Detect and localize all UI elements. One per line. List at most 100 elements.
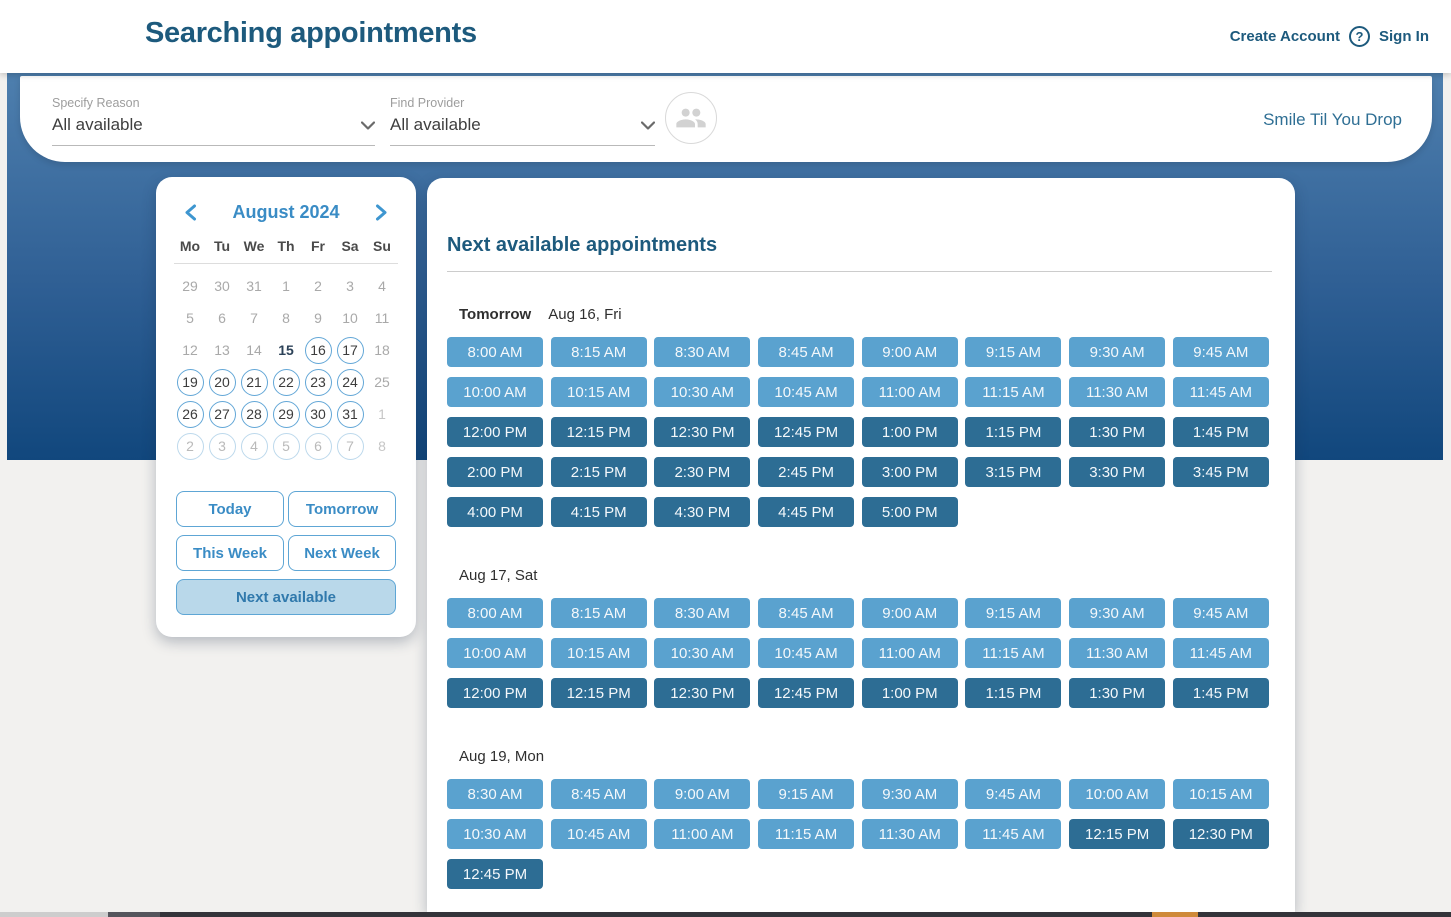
calendar-day[interactable]: 15 bbox=[278, 342, 294, 358]
time-slot-button[interactable]: 1:15 PM bbox=[965, 417, 1062, 447]
provider-select[interactable]: Find Provider All available bbox=[390, 96, 655, 146]
time-slot-button[interactable]: 4:00 PM bbox=[447, 497, 543, 527]
time-slot-button[interactable]: 11:30 AM bbox=[861, 819, 958, 849]
time-slot-button[interactable]: 8:30 AM bbox=[654, 337, 751, 367]
time-slot-button[interactable]: 11:00 AM bbox=[861, 377, 958, 407]
time-slot-button[interactable]: 11:30 AM bbox=[1069, 638, 1166, 668]
time-slot-button[interactable]: 10:15 AM bbox=[1172, 779, 1269, 809]
calendar-day-available[interactable]: 19 bbox=[174, 366, 206, 398]
time-slot-button[interactable]: 8:45 AM bbox=[758, 598, 855, 628]
calendar-day-available[interactable]: 23 bbox=[302, 366, 334, 398]
time-slot-button[interactable]: 1:15 PM bbox=[965, 678, 1062, 708]
time-slot-button[interactable]: 9:45 AM bbox=[965, 779, 1062, 809]
time-slot-button[interactable]: 1:00 PM bbox=[861, 678, 958, 708]
time-slot-button[interactable]: 8:45 AM bbox=[758, 337, 855, 367]
time-slot-button[interactable]: 3:15 PM bbox=[965, 457, 1062, 487]
calendar-day-available[interactable]: 22 bbox=[270, 366, 302, 398]
time-slot-button[interactable]: 9:45 AM bbox=[1172, 598, 1269, 628]
calendar-day-available[interactable]: 26 bbox=[174, 398, 206, 430]
time-slot-button[interactable]: 9:00 AM bbox=[861, 598, 958, 628]
time-slot-button[interactable]: 8:30 AM bbox=[654, 598, 751, 628]
time-slot-button[interactable]: 12:45 PM bbox=[447, 859, 543, 889]
time-slot-button[interactable]: 4:45 PM bbox=[758, 497, 855, 527]
time-slot-button[interactable]: 11:45 AM bbox=[965, 819, 1062, 849]
quick-this-week-button[interactable]: This Week bbox=[176, 535, 284, 571]
calendar-day-available[interactable]: 16 bbox=[302, 334, 334, 366]
time-slot-button[interactable]: 10:30 AM bbox=[654, 638, 751, 668]
calendar-day[interactable]: 2 bbox=[174, 430, 206, 462]
time-slot-button[interactable]: 10:45 AM bbox=[550, 819, 647, 849]
time-slot-button[interactable]: 1:30 PM bbox=[1069, 678, 1166, 708]
time-slot-button[interactable]: 9:30 AM bbox=[1069, 598, 1166, 628]
calendar-day-available[interactable]: 17 bbox=[334, 334, 366, 366]
calendar-day-available[interactable]: 28 bbox=[238, 398, 270, 430]
sign-in-link[interactable]: Sign In bbox=[1379, 28, 1429, 45]
reason-select[interactable]: Specify Reason All available bbox=[52, 96, 375, 146]
time-slot-button[interactable]: 11:45 AM bbox=[1172, 638, 1269, 668]
time-slot-button[interactable]: 4:15 PM bbox=[550, 497, 647, 527]
time-slot-button[interactable]: 5:00 PM bbox=[861, 497, 958, 527]
calendar-day-available[interactable]: 29 bbox=[270, 398, 302, 430]
time-slot-button[interactable]: 1:45 PM bbox=[1172, 678, 1269, 708]
time-slot-button[interactable]: 11:30 AM bbox=[1069, 377, 1166, 407]
time-slot-button[interactable]: 12:45 PM bbox=[758, 417, 855, 447]
calendar-day[interactable]: 6 bbox=[302, 430, 334, 462]
time-slot-button[interactable]: 11:45 AM bbox=[1172, 377, 1269, 407]
time-slot-button[interactable]: 11:00 AM bbox=[654, 819, 751, 849]
time-slot-button[interactable]: 4:30 PM bbox=[654, 497, 751, 527]
time-slot-button[interactable]: 10:30 AM bbox=[447, 819, 543, 849]
time-slot-button[interactable]: 2:45 PM bbox=[758, 457, 855, 487]
time-slot-button[interactable]: 9:15 AM bbox=[965, 337, 1062, 367]
calendar-day-available[interactable]: 21 bbox=[238, 366, 270, 398]
time-slot-button[interactable]: 12:30 PM bbox=[654, 417, 751, 447]
time-slot-button[interactable]: 8:00 AM bbox=[447, 337, 543, 367]
quick-today-button[interactable]: Today bbox=[176, 491, 284, 527]
calendar-day-available[interactable]: 20 bbox=[206, 366, 238, 398]
time-slot-button[interactable]: 8:15 AM bbox=[550, 337, 647, 367]
calendar-day-available[interactable]: 24 bbox=[334, 366, 366, 398]
time-slot-button[interactable]: 8:45 AM bbox=[550, 779, 647, 809]
time-slot-button[interactable]: 11:00 AM bbox=[861, 638, 958, 668]
calendar-day[interactable]: 4 bbox=[238, 430, 270, 462]
time-slot-button[interactable]: 12:30 PM bbox=[1172, 819, 1269, 849]
time-slot-button[interactable]: 8:30 AM bbox=[447, 779, 543, 809]
calendar-day-available[interactable]: 27 bbox=[206, 398, 238, 430]
next-month-button[interactable] bbox=[373, 202, 390, 223]
time-slot-button[interactable]: 9:15 AM bbox=[758, 779, 855, 809]
time-slot-button[interactable]: 3:00 PM bbox=[861, 457, 958, 487]
time-slot-button[interactable]: 1:00 PM bbox=[861, 417, 958, 447]
time-slot-button[interactable]: 12:45 PM bbox=[758, 678, 855, 708]
time-slot-button[interactable]: 9:00 AM bbox=[861, 337, 958, 367]
calendar-day-available[interactable]: 30 bbox=[302, 398, 334, 430]
time-slot-button[interactable]: 12:00 PM bbox=[447, 678, 543, 708]
time-slot-button[interactable]: 10:15 AM bbox=[550, 638, 647, 668]
time-slot-button[interactable]: 10:00 AM bbox=[447, 638, 543, 668]
time-slot-button[interactable]: 2:30 PM bbox=[654, 457, 751, 487]
time-slot-button[interactable]: 12:15 PM bbox=[1069, 819, 1166, 849]
time-slot-button[interactable]: 10:45 AM bbox=[758, 377, 855, 407]
calendar-day[interactable]: 3 bbox=[206, 430, 238, 462]
time-slot-button[interactable]: 9:30 AM bbox=[861, 779, 958, 809]
time-slot-button[interactable]: 1:30 PM bbox=[1069, 417, 1166, 447]
time-slot-button[interactable]: 12:30 PM bbox=[654, 678, 751, 708]
time-slot-button[interactable]: 10:30 AM bbox=[654, 377, 751, 407]
help-icon[interactable]: ? bbox=[1349, 26, 1370, 47]
calendar-day[interactable]: 5 bbox=[270, 430, 302, 462]
time-slot-button[interactable]: 11:15 AM bbox=[758, 819, 855, 849]
time-slot-button[interactable]: 11:15 AM bbox=[965, 638, 1062, 668]
time-slot-button[interactable]: 9:00 AM bbox=[654, 779, 751, 809]
time-slot-button[interactable]: 10:00 AM bbox=[447, 377, 543, 407]
time-slot-button[interactable]: 12:00 PM bbox=[447, 417, 543, 447]
time-slot-button[interactable]: 12:15 PM bbox=[550, 417, 647, 447]
time-slot-button[interactable]: 2:15 PM bbox=[550, 457, 647, 487]
prev-month-button[interactable] bbox=[182, 202, 199, 223]
time-slot-button[interactable]: 3:30 PM bbox=[1069, 457, 1166, 487]
time-slot-button[interactable]: 12:15 PM bbox=[550, 678, 647, 708]
calendar-day-available[interactable]: 31 bbox=[334, 398, 366, 430]
time-slot-button[interactable]: 10:15 AM bbox=[550, 377, 647, 407]
calendar-day[interactable]: 7 bbox=[334, 430, 366, 462]
time-slot-button[interactable]: 11:15 AM bbox=[965, 377, 1062, 407]
time-slot-button[interactable]: 10:45 AM bbox=[758, 638, 855, 668]
time-slot-button[interactable]: 9:30 AM bbox=[1069, 337, 1166, 367]
time-slot-button[interactable]: 2:00 PM bbox=[447, 457, 543, 487]
